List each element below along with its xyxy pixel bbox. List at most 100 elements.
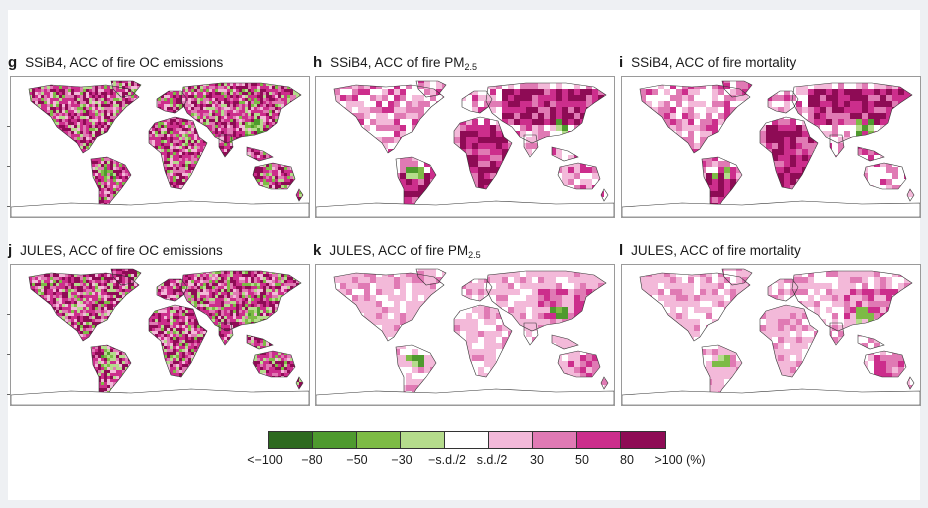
grid-cell <box>47 98 50 101</box>
grid-cell <box>305 173 308 176</box>
grid-cell <box>11 167 14 170</box>
grid-cell <box>104 95 107 98</box>
grid-cell <box>272 128 275 131</box>
grid-cell <box>47 125 50 128</box>
grid-cell <box>68 200 71 203</box>
grid-cell <box>302 164 303 167</box>
grid-cell <box>149 176 152 179</box>
grid-cell <box>308 98 309 101</box>
grid-cell <box>418 113 424 119</box>
grid-cell <box>95 122 98 125</box>
grid-cell <box>194 185 197 188</box>
grid-cell <box>308 170 309 173</box>
grid-cell <box>11 128 14 131</box>
grid-cell <box>104 191 107 194</box>
grid-cell <box>227 92 230 95</box>
grid-cell <box>260 113 263 116</box>
grid-cell <box>77 149 80 152</box>
grid-cell <box>293 104 296 107</box>
grid-cell <box>14 200 17 203</box>
grid-cell <box>161 89 164 92</box>
grid-cell <box>143 77 146 80</box>
grid-cell <box>322 119 328 125</box>
grid-cell <box>424 95 430 101</box>
grid-cell <box>448 101 454 107</box>
grid-cell <box>140 104 143 107</box>
grid-cell <box>230 173 233 176</box>
grid-cell <box>227 176 230 179</box>
grid-cell <box>47 134 50 137</box>
grid-cell <box>284 182 287 185</box>
grid-cell <box>296 182 299 185</box>
grid-cell <box>442 89 448 95</box>
grid-cell <box>242 77 245 80</box>
grid-cell <box>131 81 134 83</box>
grid-cell <box>14 77 17 80</box>
grid-cell <box>209 149 212 152</box>
grid-cell <box>460 83 466 89</box>
grid-cell <box>128 158 131 161</box>
grid-cell <box>203 122 206 125</box>
grid-cell <box>245 116 248 119</box>
grid-cell <box>230 98 233 101</box>
grid-cell <box>179 161 182 164</box>
grid-cell <box>26 143 29 146</box>
grid-cell <box>23 170 26 173</box>
grid-cell <box>155 113 158 116</box>
grid-cell <box>242 197 245 200</box>
grid-cell <box>137 167 140 170</box>
grid-cell <box>194 152 197 155</box>
grid-cell <box>248 131 251 134</box>
grid-cell <box>227 179 230 182</box>
grid-cell <box>221 116 224 119</box>
grid-cell <box>275 155 278 158</box>
grid-cell <box>290 131 293 134</box>
grid-cell <box>203 140 206 143</box>
grid-cell <box>11 161 14 164</box>
grid-cell <box>68 143 71 146</box>
grid-cell <box>203 119 206 122</box>
grid-cell <box>152 101 155 104</box>
grid-cell <box>65 200 68 203</box>
grid-cell <box>209 116 212 119</box>
grid-cell <box>290 173 293 176</box>
grid-cell <box>188 128 191 131</box>
grid-cell <box>161 149 164 152</box>
grid-cell <box>89 107 92 110</box>
grid-cell <box>194 92 197 95</box>
grid-cell <box>125 185 128 188</box>
grid-cell <box>23 80 26 83</box>
grid-cell <box>287 77 290 80</box>
grid-cell <box>352 155 358 161</box>
grid-cell <box>466 125 472 131</box>
grid-cell <box>17 83 20 86</box>
grid-cell <box>346 137 352 143</box>
grid-cell <box>233 113 236 116</box>
grid-cell <box>281 101 284 104</box>
grid-cell <box>134 134 137 137</box>
grid-cell <box>179 110 182 113</box>
grid-cell <box>146 158 149 161</box>
grid-cell <box>490 143 496 149</box>
grid-cell <box>20 179 23 182</box>
grid-cell <box>281 161 284 164</box>
grid-cell <box>442 113 448 119</box>
grid-cell <box>251 86 254 89</box>
grid-cell <box>275 179 278 182</box>
grid-cell <box>104 83 107 86</box>
grid-cell <box>293 107 296 110</box>
grid-cell <box>233 122 236 125</box>
grid-cell <box>68 128 71 131</box>
grid-cell <box>41 179 44 182</box>
grid-cell <box>113 77 116 80</box>
grid-cell <box>574 137 580 143</box>
grid-cell <box>209 164 212 167</box>
grid-cell <box>251 119 254 122</box>
grid-cell <box>68 131 71 134</box>
grid-cell <box>188 101 191 104</box>
grid-cell <box>197 191 200 194</box>
grid-cell <box>206 188 209 191</box>
grid-cell <box>53 110 56 113</box>
grid-cell <box>394 149 400 155</box>
grid-cell <box>83 173 86 176</box>
